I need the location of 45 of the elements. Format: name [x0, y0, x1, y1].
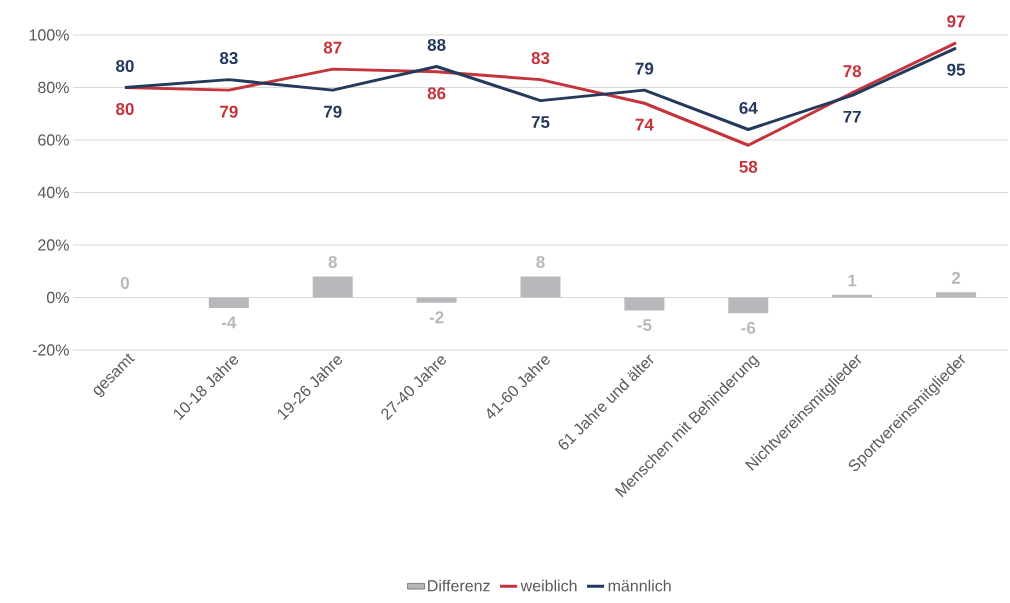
data-label: 2	[951, 271, 961, 284]
y-tick-label: 0%	[46, 291, 69, 304]
data-label: 75	[531, 116, 550, 129]
data-label: 58	[739, 160, 758, 173]
y-tick-label: 20%	[38, 239, 69, 251]
bar	[728, 297, 769, 314]
data-label: 8	[536, 255, 545, 268]
data-label: 8	[328, 255, 337, 268]
y-tick-label: 60%	[38, 134, 69, 146]
bar	[208, 297, 249, 308]
data-label: 79	[635, 62, 654, 75]
data-label: 83	[531, 52, 550, 65]
data-label: 77	[843, 110, 861, 123]
data-label: -6	[741, 321, 756, 334]
data-label: 79	[324, 105, 342, 118]
data-label: 80	[116, 59, 134, 72]
data-label: 83	[219, 52, 238, 65]
bar	[936, 292, 977, 298]
data-label: 79	[220, 105, 238, 118]
legend-label: Differenz	[428, 579, 490, 592]
y-tick-label: 80%	[38, 81, 69, 94]
y-tick-label: 100%	[29, 29, 69, 41]
data-label: 64	[739, 101, 758, 114]
data-label: -4	[221, 316, 237, 329]
bar	[520, 276, 561, 298]
data-label: 78	[843, 65, 862, 78]
legend-label: weiblich	[520, 579, 577, 592]
data-label: 80	[116, 103, 134, 116]
data-label: -5	[637, 319, 652, 332]
data-label: 74	[635, 118, 654, 131]
y-tick-label: 40%	[37, 186, 69, 199]
bar	[832, 294, 873, 298]
data-label: 87	[323, 41, 342, 54]
legend-label: männlich	[608, 579, 671, 592]
y-tick-label: -20%	[32, 344, 69, 356]
bar	[312, 276, 353, 298]
data-label: 0	[120, 276, 129, 289]
data-label: 95	[947, 63, 966, 76]
bar	[416, 297, 457, 303]
data-label: 97	[947, 15, 965, 28]
data-label: -2	[429, 311, 444, 324]
data-label: 88	[427, 38, 446, 51]
bar	[624, 297, 665, 311]
data-label: 1	[848, 274, 857, 287]
data-label: 86	[427, 87, 446, 100]
